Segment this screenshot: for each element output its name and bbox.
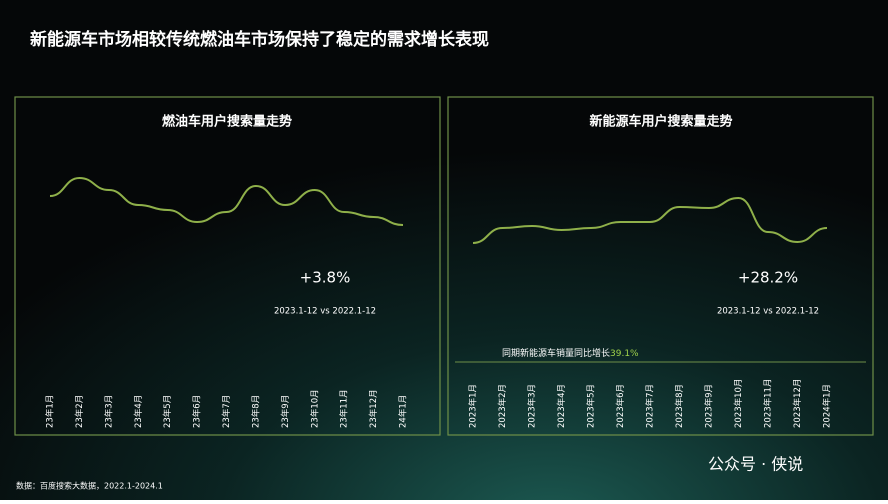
x-tick-label: 24年1月 (398, 395, 409, 428)
x-tick-label: 2024年1月 (822, 384, 833, 428)
x-tick-label: 2023年4月 (556, 384, 567, 428)
x-tick-label: 2023年8月 (674, 384, 685, 428)
x-tick-label: 23年1月 (45, 395, 56, 428)
line (49, 176, 404, 226)
source: 数据：百度搜索大数据，2022.1-2024.1 (16, 481, 163, 491)
x-tick-label: 23年5月 (162, 395, 173, 428)
x-tick-label: 23年2月 (74, 395, 85, 428)
x-tick-label: 23年6月 (192, 395, 203, 428)
x-tick-label: 2023年6月 (615, 384, 626, 428)
x-tick-label: 23年3月 (103, 395, 114, 428)
x-tick-label: 2023年3月 (527, 384, 538, 428)
line (472, 196, 828, 244)
annotation-value: +28.2% (738, 269, 798, 287)
chart-frame (14, 96, 441, 436)
chart-title: 燃油车用户搜索量走势 (162, 114, 292, 130)
x-tick-label: 2023年12月 (792, 379, 803, 428)
x-tick-label: 23年10月 (309, 389, 320, 428)
x-tick-label: 2023年2月 (497, 384, 508, 428)
annotation-period: 2023.1-12 vs 2022.1-12 (717, 307, 819, 317)
x-tick-label: 2023年10月 (733, 379, 744, 428)
x-tick-label: 2023年5月 (586, 384, 597, 428)
annotation-value: +3.8% (300, 269, 351, 287)
x-tick-label: 2023年1月 (468, 384, 479, 428)
x-tick-label: 23年8月 (250, 395, 261, 428)
x-tick-label: 23年4月 (133, 395, 144, 428)
x-tick-label: 23年9月 (280, 395, 291, 428)
x-tick-label: 2023年9月 (704, 384, 715, 428)
chart-frame (447, 96, 874, 436)
note: 同期新能源车销量同比增长39.1% (502, 347, 639, 359)
slide-title: 新能源车市场相较传统燃油车市场保持了稳定的需求增长表现 (30, 29, 489, 50)
chart-title: 新能源车用户搜索量走势 (589, 114, 732, 130)
x-tick-label: 23年7月 (221, 395, 232, 428)
note-text: 同期新能源车销量同比增长 (502, 347, 610, 359)
x-tick-label: 23年11月 (339, 389, 350, 428)
watermark: 公众号 · 侠说 (708, 455, 803, 474)
x-tick-label: 23年12月 (368, 389, 379, 428)
x-tick-label: 2023年11月 (763, 379, 774, 428)
x-tick-label: 2023年7月 (645, 384, 656, 428)
note-highlight: 39.1% (610, 349, 639, 359)
annotation-period: 2023.1-12 vs 2022.1-12 (274, 307, 376, 317)
